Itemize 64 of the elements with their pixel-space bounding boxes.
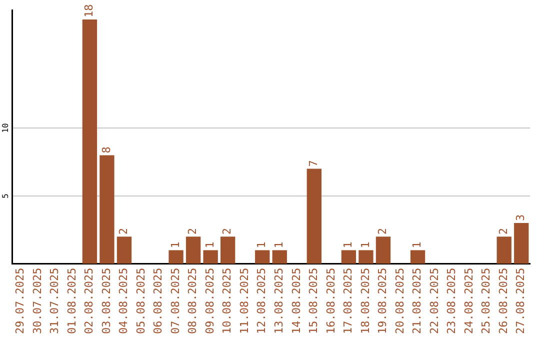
x-tick-label: 27.08.2025 xyxy=(514,268,528,334)
x-tick-label: 29.07.2025 xyxy=(13,268,26,334)
x-tick-label: 15.08.2025 xyxy=(307,268,320,334)
x-tick-label: 04.08.2025 xyxy=(117,268,130,334)
x-tick-label: 03.08.2025 xyxy=(100,268,113,334)
data-label: 8 xyxy=(100,146,113,154)
x-tick-label: 21.08.2025 xyxy=(410,268,424,334)
bar xyxy=(186,236,201,264)
x-tick-label: 22.08.2025 xyxy=(428,268,441,334)
bar xyxy=(341,250,356,264)
bar xyxy=(203,250,218,264)
x-tick-label: 10.08.2025 xyxy=(220,268,234,334)
data-label: 2 xyxy=(376,228,390,235)
x-tick-label: 19.08.2025 xyxy=(376,268,390,334)
bar xyxy=(306,168,322,264)
data-label: 2 xyxy=(117,228,130,235)
y-tick-label: 10 xyxy=(1,123,10,133)
x-tick-label: 08.08.2025 xyxy=(186,268,200,334)
x-tick-label: 02.08.2025 xyxy=(82,268,96,334)
x-tick-label: 26.08.2025 xyxy=(496,268,510,334)
data-label: 1 xyxy=(342,242,355,248)
x-tick-label: 14.08.2025 xyxy=(290,268,303,334)
y-tick-label: 5 xyxy=(1,193,10,198)
x-tick-label: 01.08.2025 xyxy=(65,268,78,334)
data-label: 1 xyxy=(255,242,268,248)
x-tick-label: 25.08.2025 xyxy=(480,268,493,334)
x-tick-label: 24.08.2025 xyxy=(462,268,476,334)
bar xyxy=(82,20,98,264)
x-tick-label: 23.08.2025 xyxy=(445,268,458,334)
bar xyxy=(168,250,184,264)
data-label: 1 xyxy=(358,242,372,248)
data-label: 18 xyxy=(82,4,96,18)
data-label: 2 xyxy=(220,228,234,235)
x-tick-label: 09.08.2025 xyxy=(203,268,216,334)
x-tick-label: 13.08.2025 xyxy=(272,268,286,334)
data-label: 7 xyxy=(307,160,320,167)
x-tick-label: 20.08.2025 xyxy=(393,268,406,334)
x-tick-label: 30.07.2025 xyxy=(30,268,44,334)
bar xyxy=(410,250,426,264)
bar xyxy=(100,155,114,264)
x-tick-label: 06.08.2025 xyxy=(152,268,165,334)
bar xyxy=(358,250,374,264)
x-tick-label: 31.07.2025 xyxy=(48,268,62,334)
bar xyxy=(376,236,391,264)
bar xyxy=(496,236,512,264)
bar xyxy=(116,236,132,264)
x-tick-label: 07.08.2025 xyxy=(168,268,182,334)
x-tick-label: 18.08.2025 xyxy=(358,268,372,334)
data-label: 1 xyxy=(168,242,182,248)
x-tick-label: 17.08.2025 xyxy=(342,268,355,334)
data-label: 2 xyxy=(186,228,200,235)
bar xyxy=(255,250,270,264)
x-tick-label: 16.08.2025 xyxy=(324,268,338,334)
bar xyxy=(272,250,287,264)
data-label: 1 xyxy=(410,242,424,248)
bar xyxy=(220,236,236,264)
data-label: 1 xyxy=(203,242,216,248)
bar xyxy=(514,223,529,264)
x-tick-label: 11.08.2025 xyxy=(238,268,251,334)
data-label: 3 xyxy=(514,214,528,222)
x-tick-label: 05.08.2025 xyxy=(134,268,148,334)
x-tick-label: 12.08.2025 xyxy=(255,268,268,334)
data-label: 2 xyxy=(496,228,510,235)
data-label: 1 xyxy=(272,242,286,248)
